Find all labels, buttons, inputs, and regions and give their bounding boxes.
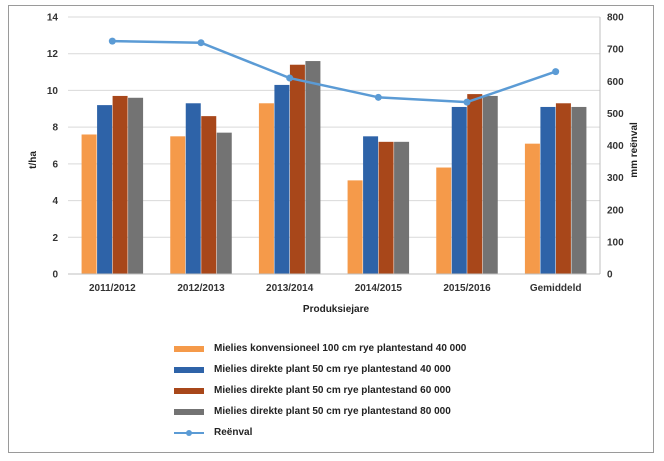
bar xyxy=(394,141,410,274)
y2-tick-label: 100 xyxy=(607,237,624,248)
rainfall-point xyxy=(463,98,471,106)
legend: Mielies konvensioneel 100 cm rye plantes… xyxy=(174,338,594,443)
y2-tick-label: 700 xyxy=(607,45,624,56)
rainfall-point xyxy=(108,37,116,45)
y-tick-label: 0 xyxy=(52,270,58,281)
bar xyxy=(274,84,290,275)
x-tick-label: 2013/2014 xyxy=(266,283,314,294)
legend-item: Reënval xyxy=(174,422,594,443)
bar xyxy=(185,103,201,275)
y-tick-label: 14 xyxy=(47,13,59,24)
axes: 0 2 4 6 8 10 12 14 0 100 200 300 400 500 600 700 800 2011… xyxy=(47,13,624,295)
y2-tick-label: 200 xyxy=(607,205,624,216)
legend-item: Mielies konvensioneel 100 cm rye plantes… xyxy=(174,338,594,359)
bar xyxy=(467,94,483,274)
y2-tick-label: 0 xyxy=(607,270,613,281)
bar xyxy=(81,134,97,274)
legend-item: Mielies direkte plant 50 cm rye plantest… xyxy=(174,359,594,380)
bar xyxy=(201,116,217,274)
rainfall-point xyxy=(374,93,382,101)
y2-axis-title: mm reënval xyxy=(629,122,640,178)
legend-label: Mielies direkte plant 50 cm rye plantest… xyxy=(214,385,451,396)
y2-tick-label: 400 xyxy=(607,141,624,152)
rainfall-point xyxy=(552,68,560,76)
bar xyxy=(347,180,363,274)
y-tick-label: 8 xyxy=(52,123,58,134)
bar xyxy=(289,64,305,274)
y-tick-label: 2 xyxy=(52,233,58,244)
y-tick-label: 4 xyxy=(52,196,58,207)
bar xyxy=(97,105,113,274)
rainfall-point xyxy=(286,74,294,82)
legend-label: Reënval xyxy=(214,427,253,438)
legend-label: Mielies direkte plant 50 cm rye plantest… xyxy=(214,364,451,375)
bar xyxy=(305,61,321,274)
bar xyxy=(436,167,452,274)
bar xyxy=(216,132,232,274)
bar xyxy=(451,106,467,274)
y2-tick-label: 800 xyxy=(607,13,624,24)
y2-tick-label: 300 xyxy=(607,173,624,184)
y2-tick-label: 600 xyxy=(607,77,624,88)
legend-label: Mielies direkte plant 50 cm rye plantest… xyxy=(214,406,451,417)
y-tick-label: 12 xyxy=(47,49,59,60)
bar xyxy=(258,103,274,275)
y-axis-title: t/ha xyxy=(28,151,39,169)
legend-swatch xyxy=(174,345,204,352)
x-tick-label: 2012/2013 xyxy=(177,283,225,294)
bar xyxy=(363,136,379,274)
gridlines xyxy=(68,16,600,275)
y2-tick-label: 500 xyxy=(607,109,624,120)
bar xyxy=(524,143,540,274)
legend-swatch xyxy=(174,366,204,373)
bars xyxy=(81,61,587,275)
legend-swatch xyxy=(174,408,204,415)
legend-line-swatch xyxy=(174,428,204,438)
rainfall-series-line xyxy=(112,39,557,104)
y-tick-label: 10 xyxy=(47,86,59,97)
bar xyxy=(571,106,587,274)
bar xyxy=(540,106,556,274)
x-tick-label: 2015/2016 xyxy=(443,283,491,294)
y-tick-label: 6 xyxy=(52,159,58,170)
x-tick-label: 2014/2015 xyxy=(355,283,403,294)
x-axis-title: Produksiejare xyxy=(303,304,370,315)
bar xyxy=(555,103,571,275)
rainfall-point xyxy=(197,39,205,47)
legend-swatch xyxy=(174,387,204,394)
legend-item: Mielies direkte plant 50 cm rye plantest… xyxy=(174,401,594,422)
rainfall-line xyxy=(108,37,560,106)
legend-item: Mielies direkte plant 50 cm rye plantest… xyxy=(174,380,594,401)
x-tick-label: 2011/2012 xyxy=(89,283,136,294)
bar xyxy=(378,141,394,274)
bar xyxy=(170,136,186,274)
legend-label: Mielies konvensioneel 100 cm rye plantes… xyxy=(214,343,467,354)
bar xyxy=(482,95,498,274)
x-tick-label: Gemiddeld xyxy=(530,283,582,294)
bar xyxy=(128,97,144,275)
bar xyxy=(112,95,128,274)
